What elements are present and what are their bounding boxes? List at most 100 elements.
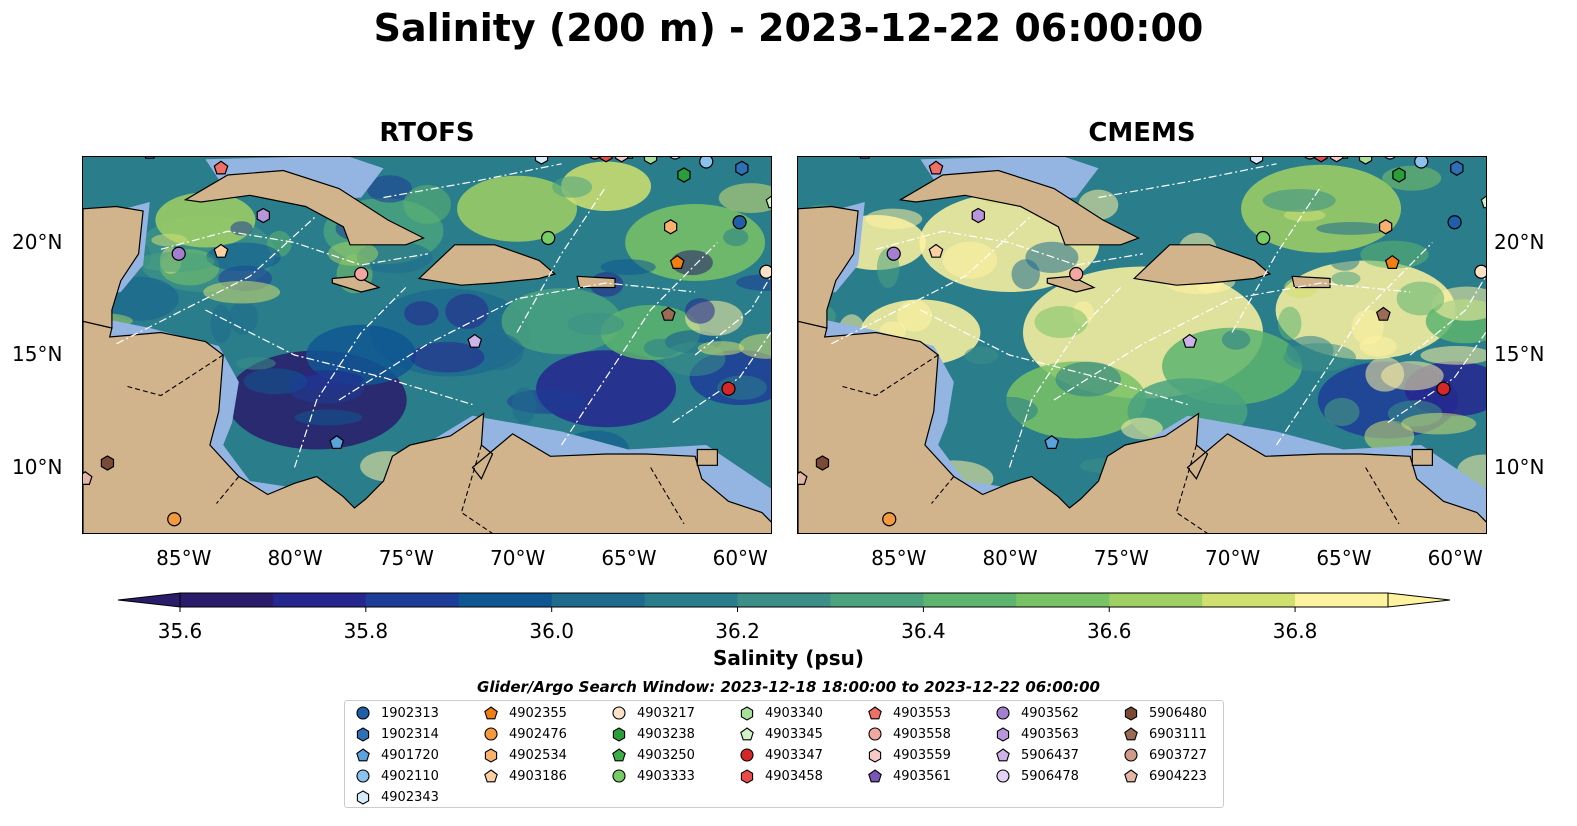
colorbar-max-arrow — [1387, 592, 1451, 608]
float-marker-4903217 — [759, 264, 771, 279]
panel-title-cmems: CMEMS — [1088, 118, 1196, 148]
float-marker-5906437 — [1182, 333, 1198, 348]
legend-marker-pentagon-icon — [356, 748, 370, 762]
legend-label: 4903238 — [637, 726, 695, 742]
x-tick-rtofs-4: 65°W — [601, 546, 657, 570]
x-tick-cmems-2: 75°W — [1093, 546, 1149, 570]
float-marker-4903345 — [765, 195, 771, 209]
legend-marker-hexagon-icon — [612, 727, 626, 742]
colorbar-segment — [272, 593, 367, 607]
float-marker-4903562 — [171, 246, 186, 261]
float-marker-4903238 — [1392, 167, 1406, 183]
float-marker-4902476 — [882, 512, 897, 527]
legend-item-4903340: 4903340 — [739, 705, 823, 721]
float-marker-4903559 — [1329, 157, 1344, 163]
float-marker-4903558 — [1069, 266, 1084, 282]
legend-label: 1902313 — [381, 705, 439, 721]
float-marker-5906478 — [669, 157, 681, 160]
colorbar-segment — [180, 593, 274, 607]
float-marker-1902313 — [732, 215, 747, 230]
float-marker-4903333 — [1256, 230, 1271, 246]
colorbar-tick-4: 36.4 — [901, 619, 946, 643]
float-marker-4903563 — [971, 207, 985, 224]
float-marker-4903561 — [144, 157, 155, 159]
legend-marker-circle-icon — [356, 706, 370, 720]
colorbar-segment — [551, 593, 646, 607]
colorbar-label: Salinity (psu) — [712, 646, 864, 670]
legend-label: 4903186 — [509, 768, 567, 784]
float-marker-6903111 — [660, 306, 676, 321]
legend-marker-hexagon-icon — [356, 727, 370, 742]
x-tick-cmems-3: 70°W — [1205, 546, 1261, 570]
float-marker-4903563 — [256, 207, 270, 224]
colorbar-tick-0: 35.6 — [157, 619, 203, 643]
legend-item-4903217: 4903217 — [611, 705, 695, 721]
legend-label: 4902343 — [381, 789, 439, 805]
legend-label: 4903559 — [893, 747, 951, 763]
legend-marker-hexagon-icon — [996, 727, 1010, 742]
legend-marker-hexagon-icon — [356, 790, 370, 805]
legend-item-4903559: 4903559 — [867, 747, 951, 763]
float-marker-5906437 — [467, 333, 483, 348]
legend-item-4903553: 4903553 — [867, 705, 951, 721]
float-marker-4903333 — [541, 230, 556, 246]
legend-label: 4902110 — [381, 768, 439, 784]
float-marker-4903217 — [1474, 264, 1486, 279]
y-tick-right-2: 10°N — [1494, 454, 1545, 479]
colorbar-segment — [1109, 593, 1203, 607]
float-marker-5906480 — [815, 455, 830, 471]
colorbar-segment — [830, 593, 924, 607]
legend-item-4902476: 4902476 — [483, 726, 567, 742]
legend-marker-circle-icon — [868, 727, 882, 741]
legend-item-5906437: 5906437 — [995, 747, 1079, 763]
float-marker-4902110 — [1414, 157, 1429, 169]
colorbar — [117, 592, 1451, 612]
legend-label: 6903111 — [1149, 726, 1207, 742]
legend-marker-circle-icon — [740, 748, 754, 762]
x-tick-cmems-4: 65°W — [1316, 546, 1372, 570]
colorbar-segment — [1202, 593, 1296, 607]
legend-marker-pentagon-icon — [868, 769, 882, 783]
x-tick-rtofs-1: 80°W — [267, 546, 323, 570]
legend-item-6904223: 6904223 — [1123, 768, 1207, 784]
colorbar-segment — [1016, 593, 1110, 607]
float-marker-6904223 — [798, 471, 808, 485]
legend-marker-pentagon-icon — [1124, 727, 1138, 741]
legend-item-5906480: 5906480 — [1123, 705, 1207, 721]
legend-item-4902110: 4902110 — [355, 768, 439, 784]
colorbar-segment — [458, 593, 553, 607]
legend-marker-pentagon-icon — [612, 748, 626, 762]
float-marker-4902476 — [167, 512, 182, 527]
float-marker-4902343 — [534, 157, 549, 165]
float-marker-4903340 — [1358, 157, 1373, 165]
colorbar-segment — [644, 593, 739, 607]
x-tick-rtofs-2: 75°W — [378, 546, 434, 570]
x-tick-cmems-5: 60°W — [1427, 546, 1483, 570]
legend-marker-circle-icon — [612, 769, 626, 783]
colorbar-tick-2: 36.0 — [529, 619, 574, 643]
legend-label: 1902314 — [381, 726, 439, 742]
float-marker-4902534 — [1378, 219, 1393, 235]
float-marker-4902110 — [699, 157, 714, 169]
legend-marker-circle-icon — [612, 706, 626, 720]
map-rtofs-canvas — [83, 157, 771, 533]
float-marker-6903111 — [1375, 306, 1391, 321]
float-marker-4902355 — [1384, 254, 1400, 270]
float-marker-6903727 — [589, 157, 601, 160]
legend-label: 4901720 — [381, 747, 439, 763]
colorbar-tick-6: 36.8 — [1272, 619, 1318, 643]
legend-label: 6904223 — [1149, 768, 1207, 784]
colorbar-min-arrow — [117, 592, 181, 608]
legend-label: 4903553 — [893, 705, 951, 721]
legend-item-4903238: 4903238 — [611, 726, 695, 742]
float-marker-4903347 — [721, 381, 736, 396]
map-rtofs — [82, 156, 772, 534]
float-marker-4902534 — [663, 219, 678, 235]
float-marker-4903186 — [213, 243, 229, 258]
legend-label: 4903347 — [765, 747, 823, 763]
legend-item-4903345: 4903345 — [739, 726, 823, 742]
legend-marker-hexagon-icon — [1124, 706, 1138, 721]
legend-marker-pentagon-icon — [740, 727, 754, 741]
legend-item-4901720: 4901720 — [355, 747, 439, 763]
y-tick-right-0: 20°N — [1494, 229, 1545, 254]
